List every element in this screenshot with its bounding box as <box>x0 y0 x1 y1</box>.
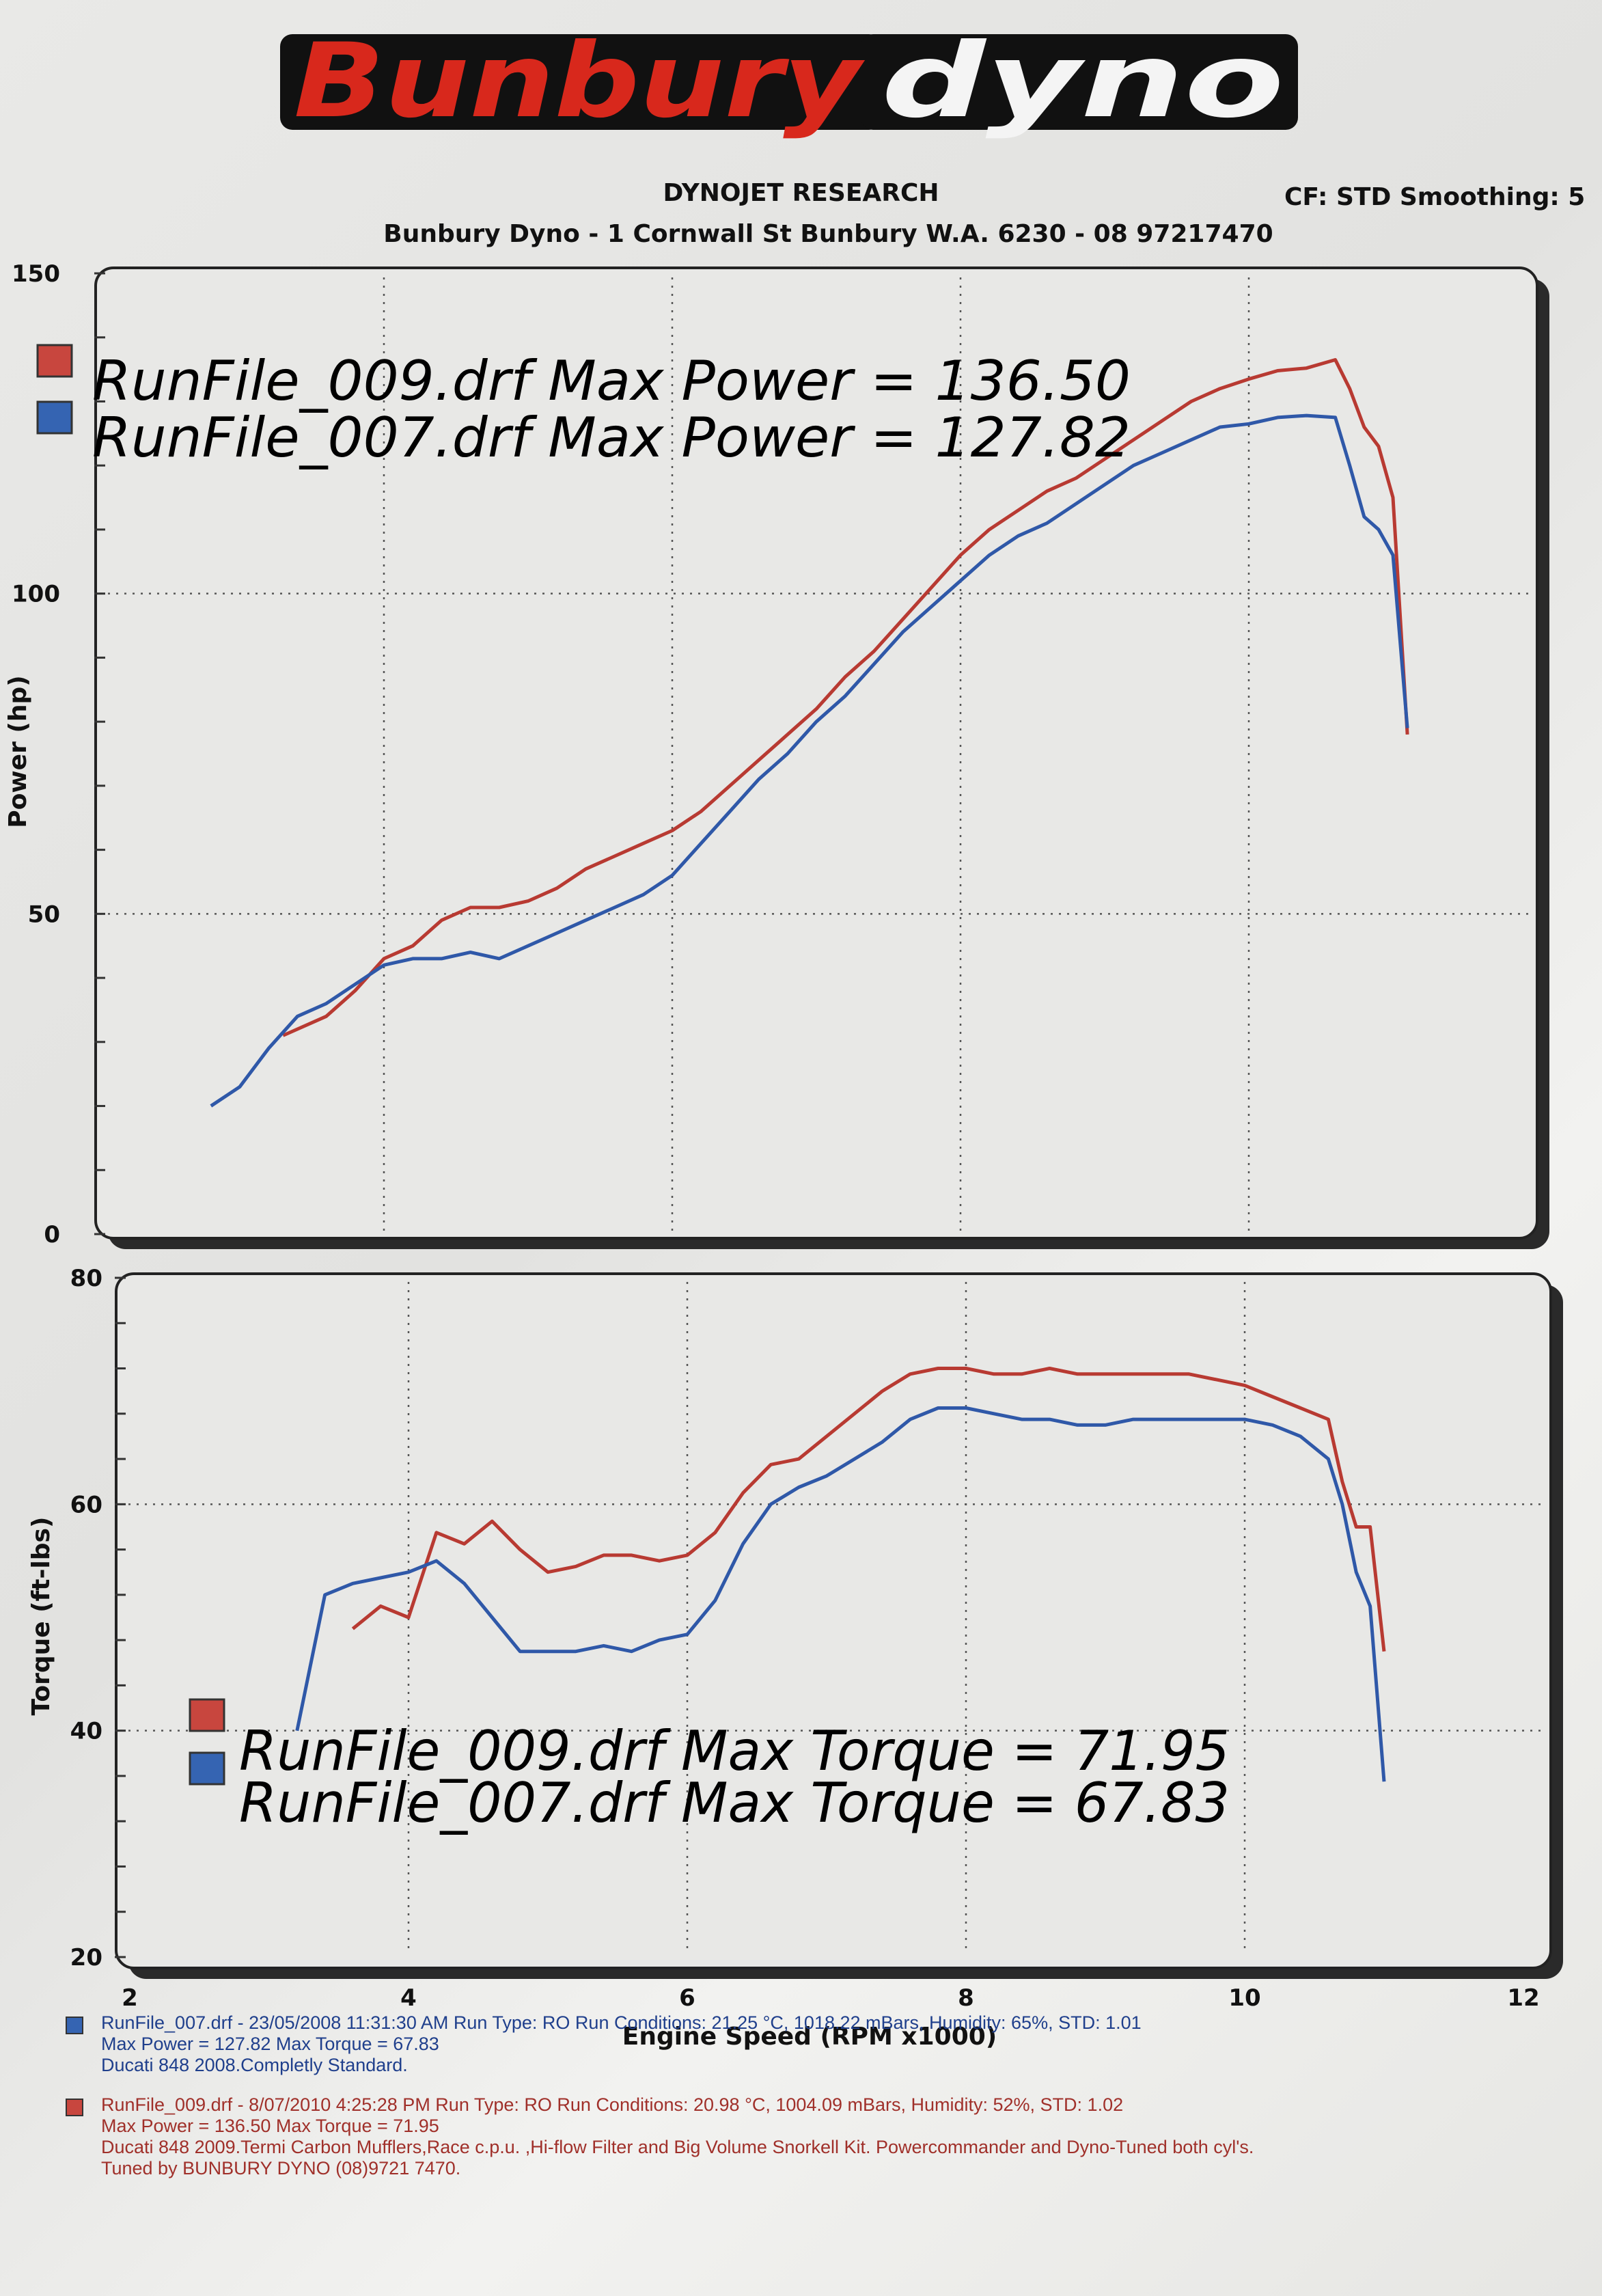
x-tick-12: 12 <box>1507 1984 1539 2012</box>
torque-panel-frame <box>115 1272 1552 1969</box>
legend-swatch-009 <box>36 344 73 378</box>
bunbury-dyno-logo: Bunbury dyno <box>280 22 1298 141</box>
footer-swatch-009 <box>66 2099 83 2116</box>
x-tick-8: 8 <box>958 1984 974 2012</box>
torque-ytick-40: 40 <box>70 1718 102 1745</box>
logo-text-right: dyno <box>881 22 1284 141</box>
power-chart: Power (hp) 0 50 100 150 RunFile_009.drf Max… <box>4 260 1549 1249</box>
run009-info-line3: Ducati 848 2009.Termi Carbon Mufflers,Ra… <box>101 2137 1254 2157</box>
x-tick-6: 6 <box>679 1984 695 2012</box>
power-ytick-0: 0 <box>44 1221 60 1248</box>
power-series-RunFile_009.drf <box>282 358 1409 1037</box>
run009-info-line1: RunFile_009.drf - 8/07/2010 4:25:28 PM R… <box>101 2094 1124 2115</box>
torque-chart: Torque (ft-lbs) 20 40 60 80 RunFile_009.drf… <box>27 1265 1563 2051</box>
run009-info-line4: Tuned by BUNBURY DYNO (08)9721 7470. <box>101 2158 461 2178</box>
run009-info-line2: Max Power = 136.50 Max Torque = 71.95 <box>101 2116 439 2136</box>
power-legend-007: RunFile_007.drf Max Power = 127.82 <box>92 406 1131 469</box>
torque-series-RunFile_009.drf <box>351 1367 1386 1652</box>
torque-legend-007: RunFile_007.drf Max Torque = 67.83 <box>239 1771 1230 1835</box>
footer-run007: RunFile_007.drf - 23/05/2008 11:31:30 AM… <box>66 2012 1142 2076</box>
footer-run009: RunFile_009.drf - 8/07/2010 4:25:28 PM R… <box>66 2094 1254 2179</box>
legend-swatch-007-torque <box>189 1751 225 1786</box>
shop-address: Bunbury Dyno - 1 Cornwall St Bunbury W.A… <box>383 220 1273 248</box>
footer-swatch-007 <box>66 2017 83 2034</box>
run007-info-line2: Max Power = 127.82 Max Torque = 67.83 <box>101 2034 439 2054</box>
x-axis-label: Engine Speed (RPM x1000) <box>622 2023 997 2051</box>
x-tick-10: 10 <box>1228 1984 1260 2012</box>
torque-ytick-20: 20 <box>70 1944 102 1971</box>
torque-legend-009: RunFile_009.drf Max Torque = 71.95 <box>239 1719 1230 1783</box>
torque-series-RunFile_007.drf <box>295 1406 1386 1782</box>
power-y-axis-label: Power (hp) <box>4 675 32 828</box>
torque-legend: RunFile_009.drf Max Torque = 71.95 RunFi… <box>189 1698 1230 1835</box>
power-ytick-150: 150 <box>12 260 60 288</box>
cf-smoothing: CF: STD Smoothing: 5 <box>1284 183 1586 211</box>
torque-y-axis-label: Torque (ft-lbs) <box>27 1517 55 1716</box>
x-tick-2: 2 <box>122 1984 138 2012</box>
legend-swatch-007 <box>36 400 73 435</box>
power-legend-009: RunFile_009.drf Max Power = 136.50 <box>92 349 1131 413</box>
run007-info-line1: RunFile_007.drf - 23/05/2008 11:31:30 AM… <box>101 2012 1142 2033</box>
torque-ytick-60: 60 <box>70 1491 102 1518</box>
torque-ytick-80: 80 <box>70 1265 102 1292</box>
legend-swatch-009-torque <box>189 1698 225 1732</box>
x-tick-4: 4 <box>400 1984 417 2012</box>
power-panel-frame <box>94 266 1538 1240</box>
logo-text-left: Bunbury <box>294 22 866 141</box>
power-ytick-50: 50 <box>28 901 60 928</box>
report-title: DYNOJET RESEARCH <box>663 179 939 207</box>
run007-info-line3: Ducati 848 2008.Completly Standard. <box>101 2055 408 2075</box>
power-ytick-100: 100 <box>12 581 60 608</box>
power-series-RunFile_007.drf <box>210 413 1409 1108</box>
power-legend: RunFile_009.drf Max Power = 136.50 RunFi… <box>36 344 1131 469</box>
